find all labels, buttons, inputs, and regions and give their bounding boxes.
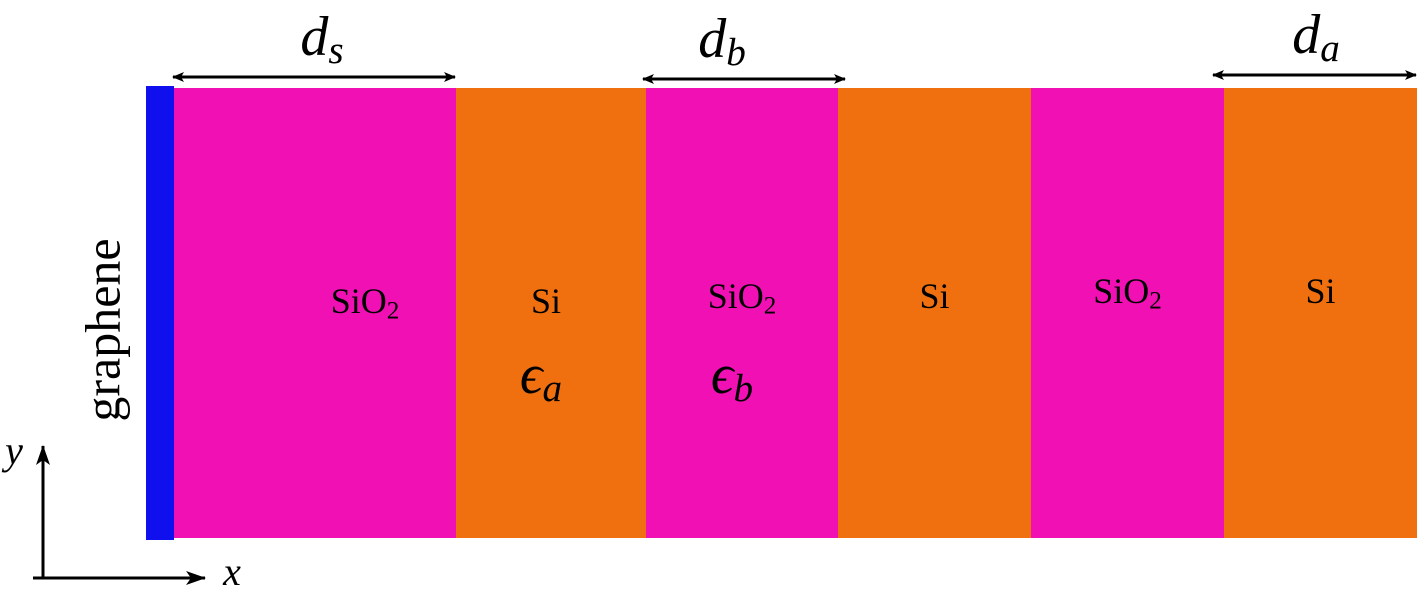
permittivity-label: ϵa — [520, 344, 562, 410]
dimension-label-subscript: s — [328, 29, 343, 72]
graphene-sheet — [146, 86, 174, 540]
permittivity-label-subscript: a — [542, 367, 562, 410]
material-label: Si — [919, 276, 949, 316]
dimension-label-subscript: b — [726, 31, 746, 74]
material-label-base: Si — [919, 276, 949, 316]
sio2-layer — [1031, 88, 1225, 538]
dimension-label-base: d — [1292, 4, 1321, 66]
material-label: Si — [1305, 271, 1335, 311]
permittivity-label-base: ϵ — [520, 344, 545, 406]
sio2-layer — [646, 88, 839, 538]
material-label-base: SiO — [331, 281, 387, 321]
dimension-label-base: d — [300, 6, 329, 68]
x-axis-label: x — [222, 549, 241, 593]
si-layer — [838, 88, 1032, 538]
material-label-base: SiO — [708, 276, 764, 316]
permittivity-label-base: ϵ — [711, 344, 736, 406]
material-label: SiO2 — [708, 276, 777, 319]
permittivity-label-subscript: b — [733, 367, 753, 410]
material-label-subscript: 2 — [764, 292, 777, 319]
material-label-subscript: 2 — [387, 297, 400, 324]
material-label-base: Si — [531, 281, 561, 321]
material-label: SiO2 — [331, 281, 400, 324]
material-label-subscript: 2 — [1149, 287, 1162, 314]
material-label-base: Si — [1305, 271, 1335, 311]
si-layer — [1224, 88, 1417, 538]
dimension-label: da — [1292, 4, 1340, 70]
dimension-label: db — [698, 8, 746, 74]
y-axis-label: y — [1, 428, 23, 473]
permittivity-label: ϵb — [711, 344, 753, 410]
material-label-base: SiO — [1093, 271, 1149, 311]
dimension-label-base: d — [698, 8, 727, 70]
material-label: Si — [531, 281, 561, 321]
dimension-label: ds — [300, 6, 343, 72]
si-layer — [456, 88, 647, 538]
sio2-layer — [174, 88, 457, 538]
material-label: SiO2 — [1093, 271, 1162, 314]
graphene-label: graphene — [74, 238, 130, 421]
dimension-label-subscript: a — [1320, 27, 1340, 70]
